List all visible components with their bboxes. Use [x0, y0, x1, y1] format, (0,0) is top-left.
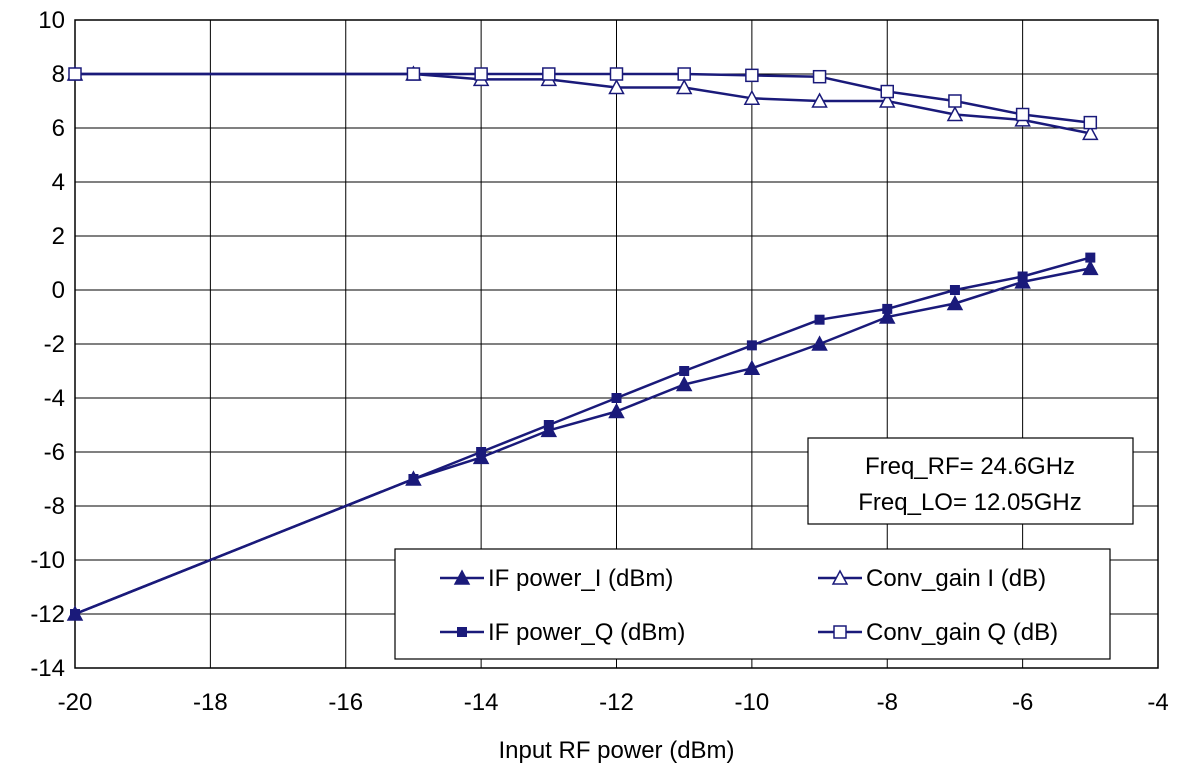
legend-items: IF power_I (dBm) Conv_gain I (dB) IF power… — [440, 565, 1058, 646]
data-point — [880, 84, 894, 99]
data-point — [743, 359, 761, 376]
y-tick-labels: -14 -12 -10 -8 -6 -4 -2 0 2 4 6 8 10 — [30, 7, 65, 682]
legend-label: Conv_gain Q (dB) — [866, 619, 1058, 646]
frequency-annotation: Freq_RF= 24.6GHz Freq_LO= 12.05GHz — [807, 437, 1134, 525]
data-point — [543, 420, 554, 430]
data-point — [882, 303, 893, 314]
series-conv-gain-q-db — [68, 67, 1098, 130]
data-point — [474, 67, 488, 81]
data-point — [1082, 259, 1099, 276]
annotation-line-lo: Freq_LO= 12.05GHz — [858, 489, 1081, 516]
y-tick-label: -2 — [44, 331, 65, 358]
data-point — [1082, 124, 1099, 141]
legend-item-if-power-i-dbm: IF power_I (dBm) — [440, 565, 673, 592]
data-point — [949, 285, 960, 295]
x-tick-label: -8 — [877, 689, 898, 716]
legend: IF power_I (dBm) Conv_gain I (dB) IF power… — [394, 548, 1111, 660]
data-point — [1083, 115, 1098, 130]
legend-swatch-marker — [833, 625, 847, 639]
series-if-power-q-dbm — [70, 252, 1096, 619]
x-axis-title: Input RF power (dBm) — [498, 737, 734, 764]
data-point — [948, 94, 962, 108]
data-point — [677, 67, 691, 81]
legend-swatch-marker — [457, 627, 467, 637]
y-tick-label: -8 — [44, 493, 65, 520]
y-tick-label: 8 — [52, 61, 65, 88]
data-point — [814, 314, 825, 325]
annotation-box — [807, 437, 1134, 525]
legend-swatch-marker — [831, 569, 849, 585]
series-line — [75, 72, 1091, 124]
x-tick-label: -4 — [1147, 689, 1168, 716]
data-point — [746, 340, 757, 351]
data-point — [406, 67, 421, 81]
data-point — [878, 308, 896, 324]
x-tick-label: -14 — [464, 689, 499, 716]
data-point — [408, 474, 419, 484]
data-point — [745, 68, 759, 83]
series-layer — [66, 65, 1099, 621]
x-tick-labels: -20 -18 -16 -14 -12 -10 -8 -6 -4 — [58, 689, 1169, 716]
y-tick-label: 6 — [52, 115, 65, 142]
data-point — [946, 294, 964, 311]
data-point — [68, 67, 82, 81]
legend-item-conv-gain-q-db: Conv_gain Q (dB) — [818, 619, 1058, 646]
legend-label: IF power_I (dBm) — [488, 565, 673, 592]
x-tick-label: -10 — [735, 689, 770, 716]
legend-item-if-power-q-dbm: IF power_Q (dBm) — [440, 619, 685, 646]
plot-border — [74, 19, 1159, 669]
data-point — [811, 92, 828, 108]
legend-item-conv-gain-i-db: Conv_gain I (dB) — [818, 565, 1046, 592]
x-tick-label: -12 — [599, 689, 634, 716]
legend-swatch-marker — [453, 569, 471, 585]
y-tick-label: -10 — [30, 547, 65, 574]
legend-label: IF power_Q (dBm) — [488, 619, 685, 646]
x-tick-label: -18 — [193, 689, 228, 716]
data-point — [743, 89, 761, 106]
y-tick-label: -14 — [30, 655, 65, 682]
data-point — [1085, 252, 1096, 263]
y-tick-label: -6 — [44, 439, 65, 466]
series-conv-gain-i-db — [66, 65, 1099, 141]
data-point — [608, 402, 625, 419]
annotation-line-rf: Freq_RF= 24.6GHz — [865, 453, 1075, 480]
data-point — [946, 105, 964, 122]
x-tick-label: -20 — [58, 689, 93, 716]
y-tick-label: 4 — [52, 169, 65, 196]
x-tick-label: -6 — [1012, 689, 1033, 716]
series-line — [74, 256, 1091, 616]
series-line — [74, 267, 1091, 616]
y-tick-label: -12 — [30, 601, 65, 628]
y-tick-label: 0 — [52, 277, 65, 304]
data-point — [70, 609, 80, 619]
data-point — [675, 375, 693, 392]
data-point — [811, 335, 828, 351]
data-point — [611, 393, 622, 403]
data-point — [1015, 107, 1030, 122]
data-point — [608, 78, 625, 95]
data-point — [542, 67, 556, 81]
data-point — [812, 69, 827, 84]
series-line — [75, 72, 1091, 135]
legend-box — [394, 548, 1111, 660]
x-tick-label: -16 — [328, 689, 363, 716]
legend-label: Conv_gain I (dB) — [866, 565, 1046, 592]
y-tick-label: 10 — [38, 7, 65, 34]
data-point — [878, 92, 896, 108]
data-point — [1017, 271, 1028, 282]
y-tick-label: 2 — [52, 223, 65, 250]
data-point — [609, 67, 624, 81]
data-point — [675, 78, 693, 95]
data-point — [476, 447, 487, 457]
y-tick-label: -4 — [44, 385, 65, 412]
data-point — [679, 366, 690, 376]
